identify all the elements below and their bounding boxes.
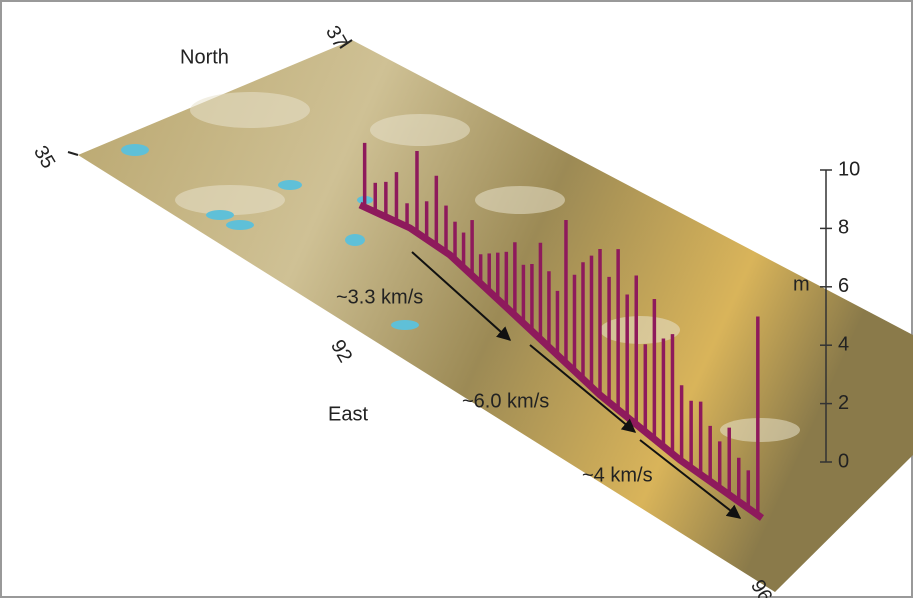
y-tick-label: 4	[838, 333, 849, 355]
figure: North East 37 35 92 96 ~3.3 km/s ~6.0 km…	[0, 0, 913, 598]
y-tick-label: 10	[838, 158, 860, 180]
page: {"chart_data": {"type": "bar", "labels":…	[0, 0, 913, 598]
y-tick-label: 6	[838, 275, 849, 297]
speed-label: ~3.3 km/s	[336, 286, 423, 308]
speed-label: ~4 km/s	[582, 464, 653, 486]
north-label: North	[180, 46, 229, 68]
speed-label: ~6.0 km/s	[462, 390, 549, 412]
east-label: East	[328, 403, 368, 425]
y-tick-label: 0	[838, 450, 849, 472]
y-tick-label: 2	[838, 392, 849, 414]
y-tick-label: 8	[838, 217, 849, 239]
axis-title: m	[793, 273, 810, 295]
